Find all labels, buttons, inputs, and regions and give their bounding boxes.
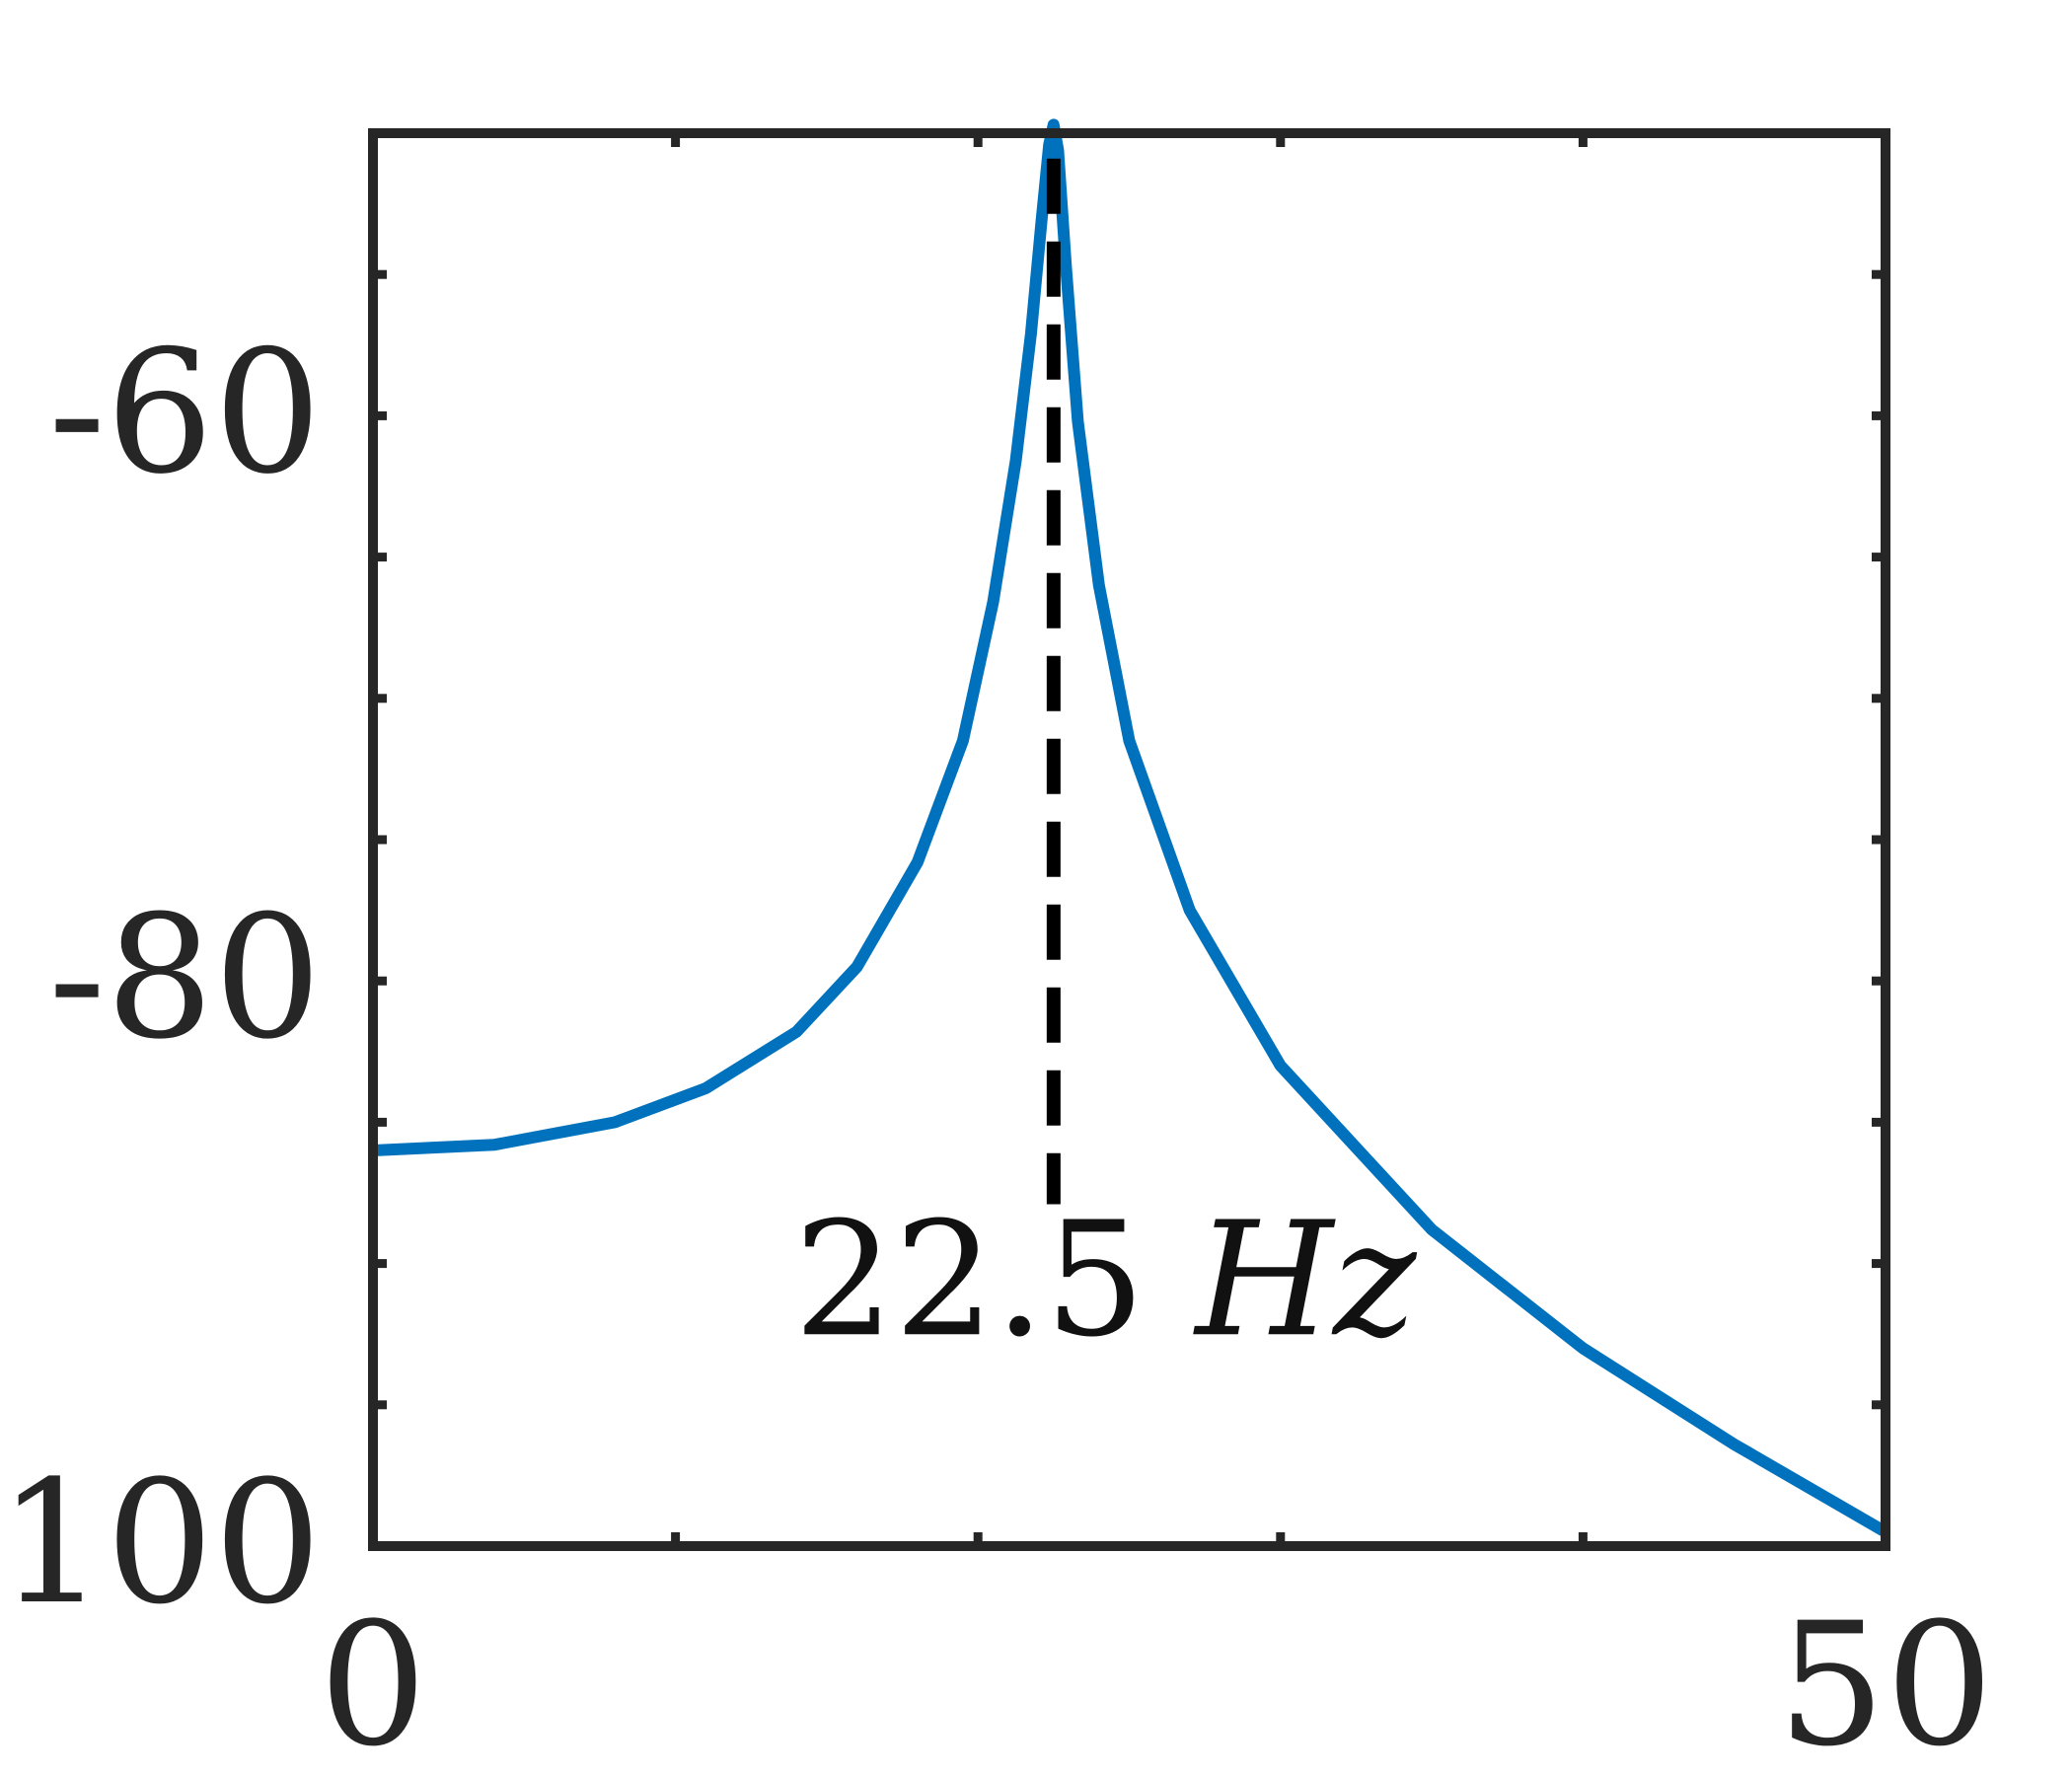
y-tick-label-1: -80 [48,878,322,1076]
peak-frequency-value: 22.5 [794,1187,1196,1371]
peak-frequency-label: 22.5 Hz [794,1187,1419,1371]
series-layer [372,118,1889,1537]
y-tick-label-2: -100 [0,1443,322,1642]
series-line-0 [372,118,1889,1537]
x-tick-label-1: 50 [1778,1586,1994,1776]
peak-frequency-unit: Hz [1193,1187,1419,1371]
x-tick-label-0: 0 [319,1586,426,1776]
axes-box [368,128,1890,1551]
annotation-layer: 22.5 Hz [794,158,1419,1371]
y-tick-label-0: -60 [48,313,322,511]
